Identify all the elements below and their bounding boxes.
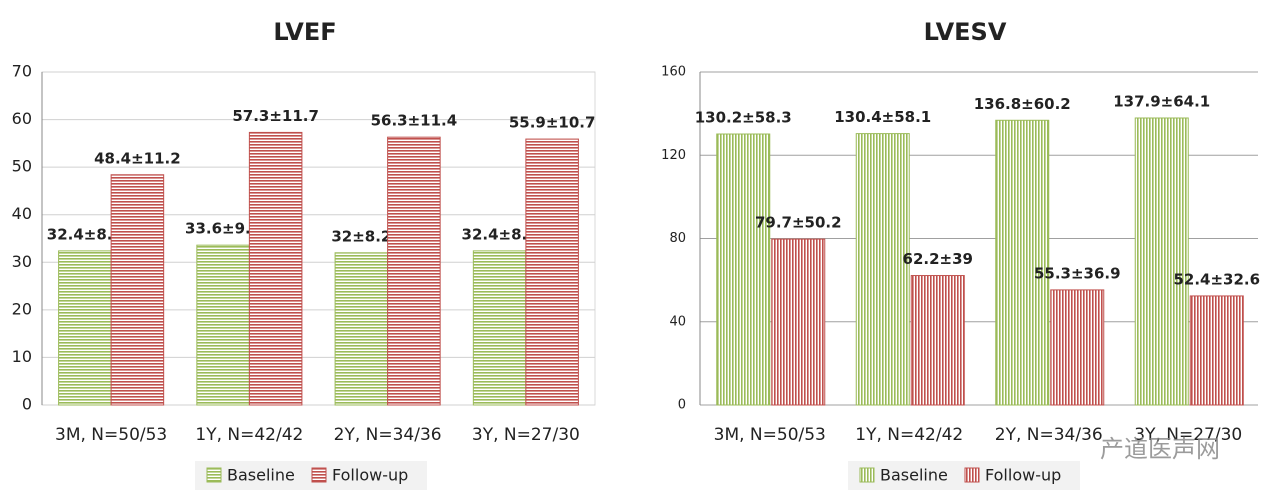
x-tick-label: 3M, N=50/53 <box>714 425 826 445</box>
bar <box>1189 295 1244 406</box>
bar <box>995 119 1050 406</box>
y-tick-label: 60 <box>12 109 32 128</box>
y-tick-label: 40 <box>669 314 686 329</box>
legend-swatch <box>859 467 875 483</box>
legend-swatch <box>206 467 222 483</box>
bar <box>771 238 826 406</box>
x-tick-label: 2Y, N=34/36 <box>995 425 1103 445</box>
y-tick-label: 80 <box>669 231 686 246</box>
value-label: 32.4±8.9 <box>462 225 538 243</box>
y-tick-label: 120 <box>661 148 686 163</box>
value-label: 56.3±11.4 <box>371 112 458 130</box>
bar <box>525 138 579 406</box>
x-tick-label: 3Y, N=27/30 <box>472 425 580 445</box>
legend-label: Follow-up <box>985 466 1061 485</box>
bar <box>58 250 112 406</box>
y-tick-label: 10 <box>12 347 32 366</box>
bar <box>110 174 165 406</box>
y-tick-label: 20 <box>12 299 32 318</box>
value-label: 62.2±39 <box>903 250 973 268</box>
legend-box <box>848 461 1080 490</box>
y-tick-label: 70 <box>12 62 32 81</box>
value-label: 52.4±32.6 <box>1173 270 1260 288</box>
bar <box>472 250 527 406</box>
y-tick-label: 160 <box>661 65 686 80</box>
value-label: 130.2±58.3 <box>695 109 792 127</box>
bar <box>1134 117 1189 406</box>
bar <box>248 131 303 406</box>
y-tick-label: 0 <box>678 398 686 413</box>
x-tick-label: 3M, N=50/53 <box>55 425 167 445</box>
bar <box>387 136 441 406</box>
legend-label: Follow-up <box>332 466 408 485</box>
bar <box>910 275 965 406</box>
legend-swatch <box>311 467 327 483</box>
value-label: 32.4±8.9 <box>47 225 123 243</box>
x-tick-label: 3Y, N=27/30 <box>1134 425 1242 445</box>
chart-title: LVESV <box>924 18 1007 46</box>
legend-box <box>195 461 427 490</box>
y-tick-label: 0 <box>22 395 32 414</box>
value-label: 32±8.2 <box>331 227 391 245</box>
value-label: 48.4±11.2 <box>94 149 181 167</box>
watermark: 产道医声网 <box>1100 435 1220 463</box>
value-label: 33.6±9.5 <box>185 220 261 238</box>
x-tick-label: 1Y, N=42/42 <box>855 425 963 445</box>
bar <box>196 244 250 406</box>
x-tick-label: 1Y, N=42/42 <box>195 425 303 445</box>
y-tick-label: 50 <box>12 157 32 176</box>
legend-label: Baseline <box>880 466 948 485</box>
value-label: 57.3±11.7 <box>232 107 319 125</box>
value-label: 130.4±58.1 <box>834 108 931 126</box>
x-tick-label: 2Y, N=34/36 <box>334 425 442 445</box>
y-tick-label: 40 <box>12 204 32 223</box>
legend-label: Baseline <box>227 466 295 485</box>
bar <box>855 133 910 406</box>
value-label: 79.7±50.2 <box>755 214 842 232</box>
chart-title: LVEF <box>273 18 336 46</box>
bar <box>334 252 389 406</box>
bar <box>1050 289 1105 406</box>
value-label: 137.9±64.1 <box>1113 92 1210 110</box>
bar <box>716 133 771 406</box>
value-label: 55.9±10.7 <box>509 114 596 132</box>
legend-swatch <box>964 467 980 483</box>
y-tick-label: 30 <box>12 252 32 271</box>
value-label: 55.3±36.9 <box>1034 264 1121 282</box>
value-label: 136.8±60.2 <box>974 95 1071 113</box>
